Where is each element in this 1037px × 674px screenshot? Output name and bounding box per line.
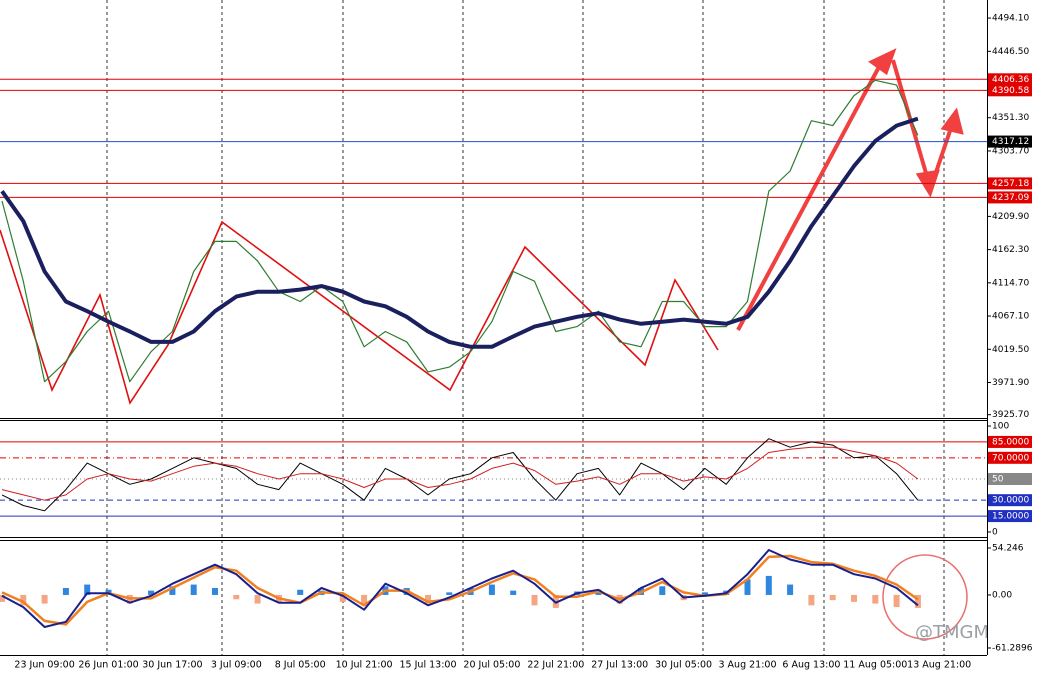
y-tick-label: 54.246 [992,544,1024,554]
histogram-bar [84,584,91,595]
x-tick-label: 27 Jul 13:00 [591,660,648,671]
y-tick-label: 0.00 [992,590,1012,600]
y-tick-label: 4351.30 [992,113,1029,123]
zigzag [0,220,719,405]
histogram-bar [446,592,453,595]
histogram-bar [190,584,197,595]
histogram-bar [297,589,304,595]
histogram-bar [914,594,921,608]
histogram-bar [339,594,346,602]
y-tick-label: 100 [992,422,1009,432]
y-tick-label: 70.0000 [992,453,1029,463]
y-tick-label: 4446.50 [992,47,1029,57]
histogram-bar [361,594,368,606]
y-tick-label: 4303.70 [992,146,1029,156]
x-tick-label: 22 Jul 21:00 [527,660,584,671]
level-tag [988,84,1032,97]
y-tick-label: 85.0000 [992,437,1029,447]
y-tick-label: -61.2896 [992,643,1033,653]
histogram-bar [787,584,794,595]
series-line [1,79,919,383]
histogram-bar [41,594,48,604]
histogram-bar [212,588,218,595]
y-tick-label: 15.0000 [992,512,1029,522]
histogram-bar [20,594,27,606]
histogram-bar [0,594,5,602]
tick-box [988,473,1032,485]
y-tick-label: 3925.70 [992,410,1029,420]
level-tag [988,177,1032,190]
tick-box [988,451,1032,464]
x-tick-label: 3 Jul 09:00 [211,660,262,671]
level-label: 4390.58 [992,86,1029,96]
level-tag [988,73,1032,86]
histogram-bar [254,594,261,604]
level-label: 4257.18 [992,179,1029,189]
x-tick-label: 11 Aug 05:00 [843,660,907,671]
y-tick-label: 4114.70 [992,278,1029,288]
level-tag [988,135,1032,148]
y-tick-label: 30.0000 [992,496,1029,506]
x-tick-label: 26 Jun 01:00 [78,660,138,671]
frame [0,0,988,656]
histogram-bar [808,594,815,606]
histogram-bar [701,592,708,595]
y-tick-label: 4162.30 [992,245,1029,255]
watermark: @TMGM [915,622,989,643]
histogram-bar [744,579,751,595]
series-line [1,554,919,626]
level-label: 4317.12 [992,137,1029,147]
level-tag [988,191,1032,204]
tick-box [988,510,1032,523]
histogram-bar [659,586,666,595]
highlight-circle [882,554,968,640]
x-tick-label: 10 Jul 21:00 [336,660,393,671]
x-tick-label: 6 Aug 13:00 [782,660,840,671]
tick-box [988,435,1032,448]
series-line [1,549,919,628]
y-tick-label: 0 [992,527,998,537]
x-tick-label: 13 Aug 21:00 [907,660,971,671]
histogram-bar [765,575,772,595]
x-tick-label: 30 Jun 17:00 [142,660,202,671]
histogram-bar [169,586,176,595]
x-tick-label: 20 Jul 05:00 [463,660,520,671]
x-tick-label: 30 Jul 05:00 [655,660,712,671]
series-line [1,446,919,501]
histogram-bar [531,594,538,606]
histogram-bar [872,594,879,604]
arrow [928,124,954,191]
tick-box [988,494,1032,507]
y-tick-label: 4067.10 [992,312,1029,322]
histogram-bar [510,590,517,595]
histogram-bar [62,588,69,595]
histogram-bar [893,594,900,608]
arrow-head [940,107,964,135]
histogram-bar [829,594,836,601]
y-tick-label: 3971.90 [992,378,1029,388]
y-tick-label: 4019.50 [992,345,1029,355]
y-tick-label: 4494.10 [992,14,1029,24]
histogram-bar [851,594,857,602]
level-label: 4237.09 [992,193,1029,203]
arrow-head [868,48,897,76]
x-tick-label: 8 Jul 05:00 [275,660,326,671]
x-tick-label: 3 Aug 21:00 [718,660,776,671]
histogram-bar [148,590,155,595]
x-tick-label: 15 Jul 13:00 [400,660,457,671]
y-tick-label: 4209.90 [992,212,1029,222]
time-separators [106,0,945,655]
level-label: 4406.36 [992,75,1029,85]
series-line [0,116,919,349]
histogram-bar [425,594,431,604]
histogram-bar [233,594,240,600]
series-line [1,438,919,512]
histogram-bar [488,584,495,595]
x-tick-label: 23 Jun 09:00 [14,660,74,671]
y-tick-label: 50 [992,475,1004,485]
